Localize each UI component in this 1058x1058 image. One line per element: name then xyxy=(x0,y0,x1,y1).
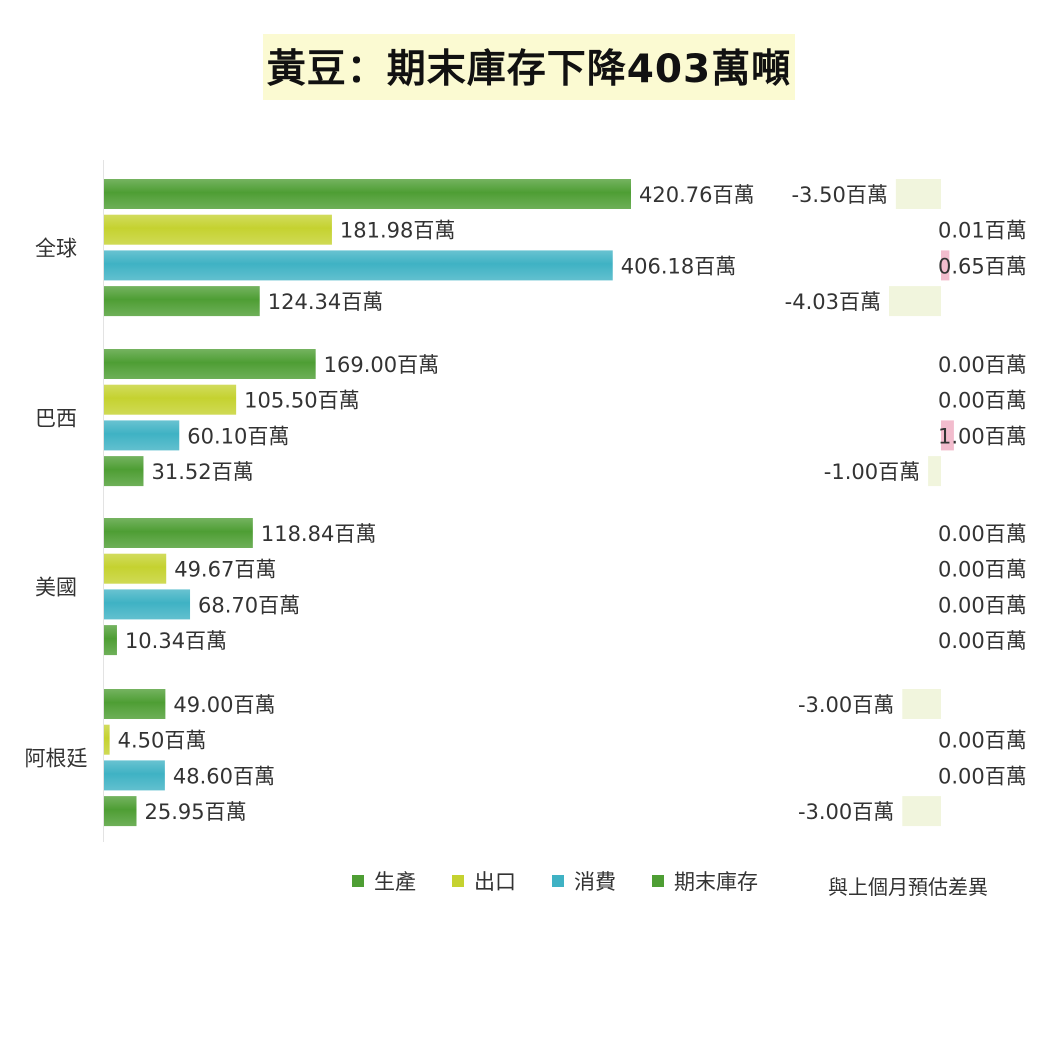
diff-value-label-export-0: 0.01百萬 xyxy=(938,219,1027,243)
diff-bar-production-3 xyxy=(902,689,941,719)
bar-export-3 xyxy=(104,724,110,755)
diff-value-label-production-1: 0.00百萬 xyxy=(938,353,1027,377)
diff-value-label-ending-stocks-2: 0.00百萬 xyxy=(938,629,1027,653)
bar-value-label-production-3: 49.00百萬 xyxy=(173,693,275,717)
diff-value-label-consumption-3: 0.00百萬 xyxy=(938,764,1027,788)
bar-ending-stocks-3 xyxy=(104,796,137,827)
category-label-1: 巴西 xyxy=(35,407,77,431)
diff-bar-ending-stocks-3 xyxy=(902,796,941,827)
bar-value-label-consumption-0: 406.18百萬 xyxy=(621,254,736,278)
bar-value-label-consumption-2: 68.70百萬 xyxy=(198,593,300,617)
bar-value-label-production-0: 420.76百萬 xyxy=(639,183,754,207)
bar-production-0 xyxy=(104,179,631,209)
bar-value-label-ending-stocks-3: 25.95百萬 xyxy=(145,800,247,824)
category-label-2: 美國 xyxy=(35,576,77,600)
diff-bar-production-0 xyxy=(895,179,941,209)
legend-item-export: 出口 xyxy=(452,866,516,896)
diff-value-label-production-3: -3.00百萬 xyxy=(798,693,894,717)
bar-consumption-1 xyxy=(104,420,180,451)
diff-bar-ending-stocks-1 xyxy=(928,456,941,487)
diff-bar-consumption-1 xyxy=(941,420,954,451)
legend: 生產 出口 消費 期末庫存 xyxy=(352,866,758,896)
legend-swatch-export xyxy=(452,875,464,887)
diff-value-label-ending-stocks-1: -1.00百萬 xyxy=(824,460,920,484)
bar-ending-stocks-2 xyxy=(104,625,117,656)
diff-value-label-export-3: 0.00百萬 xyxy=(938,729,1027,753)
bar-production-2 xyxy=(104,518,253,548)
bar-value-label-ending-stocks-1: 31.52百萬 xyxy=(151,460,253,484)
legend-swatch-production xyxy=(352,875,364,887)
bar-value-label-ending-stocks-2: 10.34百萬 xyxy=(125,629,227,653)
diff-value-label-export-1: 0.00百萬 xyxy=(938,389,1027,413)
category-label-0: 全球 xyxy=(35,237,77,261)
diff-value-label-production-2: 0.00百萬 xyxy=(938,522,1027,546)
diff-value-label-export-2: 0.00百萬 xyxy=(938,558,1027,582)
chart-title: 黃豆：期末庫存下降403萬噸 xyxy=(262,34,796,100)
diff-value-label-consumption-1: 1.00百萬 xyxy=(938,424,1027,448)
legend-swatch-consumption xyxy=(552,875,564,887)
diff-bar-ending-stocks-0 xyxy=(889,286,941,317)
bar-value-label-consumption-1: 60.10百萬 xyxy=(187,424,289,448)
legend-label-consumption: 消費 xyxy=(574,870,616,894)
bar-production-1 xyxy=(104,349,316,379)
bar-value-label-production-2: 118.84百萬 xyxy=(261,522,376,546)
legend-item-production: 生產 xyxy=(352,866,416,896)
bar-value-label-export-1: 105.50百萬 xyxy=(244,389,359,413)
legend-item-ending-stocks: 期末庫存 xyxy=(652,866,758,896)
bar-value-label-consumption-3: 48.60百萬 xyxy=(173,764,275,788)
bar-consumption-2 xyxy=(104,589,191,620)
bar-value-label-export-0: 181.98百萬 xyxy=(340,219,455,243)
bar-ending-stocks-1 xyxy=(104,456,144,487)
bar-value-label-export-3: 4.50百萬 xyxy=(118,729,207,753)
bar-export-0 xyxy=(104,214,332,245)
bar-value-label-production-1: 169.00百萬 xyxy=(324,353,439,377)
bar-value-label-export-2: 49.67百萬 xyxy=(174,558,276,582)
category-label-3: 阿根廷 xyxy=(25,747,88,771)
bar-consumption-3 xyxy=(104,760,165,791)
bar-ending-stocks-0 xyxy=(104,286,260,317)
diff-value-label-consumption-2: 0.00百萬 xyxy=(938,593,1027,617)
bar-production-3 xyxy=(104,689,166,719)
diff-value-label-consumption-0: 0.65百萬 xyxy=(938,254,1027,278)
legend-swatch-ending-stocks xyxy=(652,875,664,887)
diff-chart-label: 與上個月預估差異 xyxy=(828,875,988,899)
legend-label-production: 生產 xyxy=(374,870,416,894)
diff-value-label-ending-stocks-0: -4.03百萬 xyxy=(785,290,881,314)
chart-title-wrapper: 黃豆：期末庫存下降403萬噸 xyxy=(0,34,1058,100)
legend-label-export: 出口 xyxy=(474,870,516,894)
diff-value-label-production-0: -3.50百萬 xyxy=(791,183,887,207)
bar-export-2 xyxy=(104,553,167,584)
legend-label-ending-stocks: 期末庫存 xyxy=(674,870,758,894)
bar-export-1 xyxy=(104,384,237,415)
bar-value-label-ending-stocks-0: 124.34百萬 xyxy=(268,290,383,314)
diff-bar-consumption-0 xyxy=(941,250,950,281)
diff-value-label-ending-stocks-3: -3.00百萬 xyxy=(798,800,894,824)
legend-item-consumption: 消費 xyxy=(552,866,616,896)
bar-consumption-0 xyxy=(104,250,613,281)
